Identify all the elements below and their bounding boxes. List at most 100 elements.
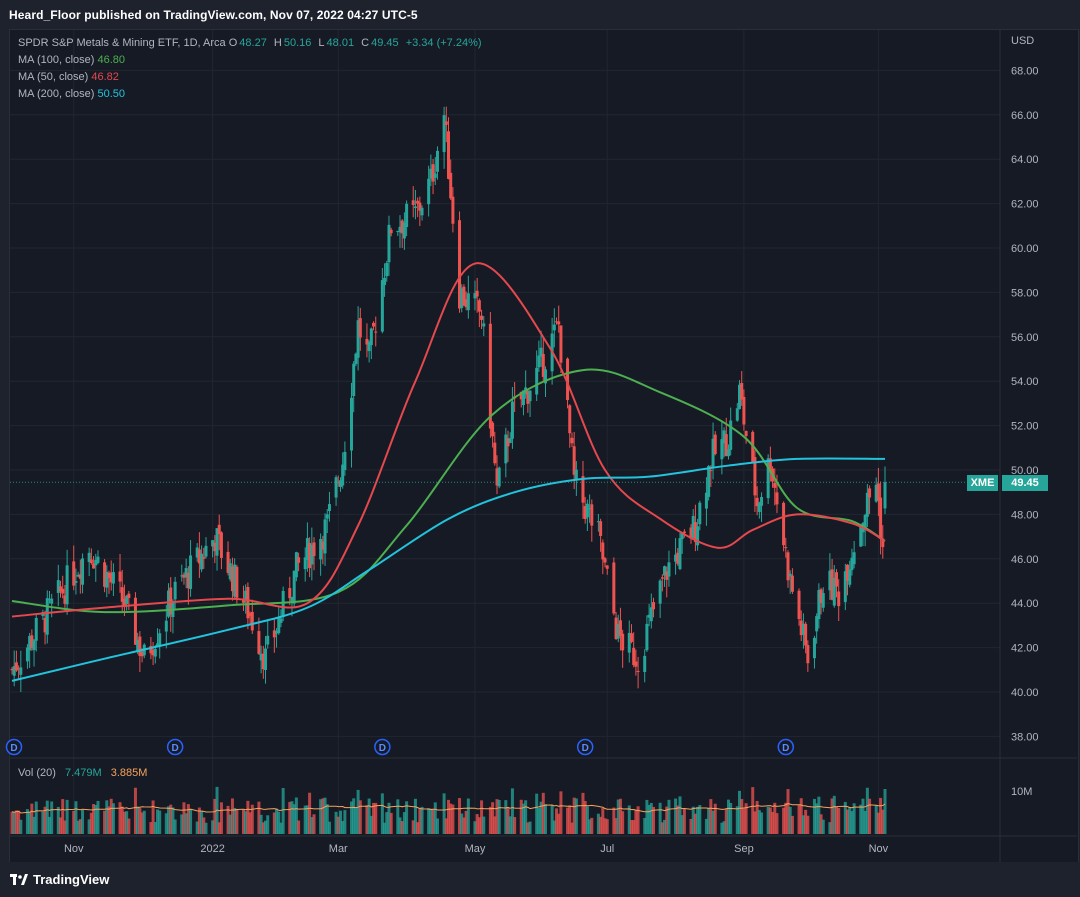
candle-body[interactable] [707, 465, 711, 497]
candle-body[interactable] [835, 572, 838, 587]
volume-legend[interactable]: Vol (20) 7.479M 3.885M [18, 767, 147, 779]
candle-body[interactable] [266, 635, 270, 645]
candle-body[interactable] [724, 434, 728, 457]
candle-body[interactable] [400, 220, 404, 234]
candle-body[interactable] [634, 661, 638, 667]
candle-body[interactable] [698, 502, 702, 525]
candle-body[interactable] [632, 647, 636, 666]
candle-body[interactable] [12, 666, 16, 676]
candle-body[interactable] [583, 506, 587, 519]
candle-body[interactable] [588, 508, 592, 510]
candle-body[interactable] [28, 635, 32, 651]
candle-body[interactable] [189, 555, 193, 589]
candle-body[interactable] [356, 320, 360, 358]
candle-body[interactable] [735, 408, 739, 421]
candle-body[interactable] [629, 633, 633, 642]
candle-body[interactable] [350, 397, 353, 451]
candle-body[interactable] [449, 172, 453, 199]
candle-body[interactable] [806, 645, 810, 664]
candle-body[interactable] [323, 519, 327, 554]
candle-body[interactable] [50, 598, 54, 604]
candle-body[interactable] [464, 299, 468, 308]
candle-body[interactable] [435, 150, 439, 172]
candle-body[interactable] [599, 521, 603, 536]
candle-body[interactable] [753, 457, 757, 496]
candle-body[interactable] [876, 483, 880, 501]
candle-body[interactable] [74, 581, 78, 583]
dividend-marker-icon[interactable] [166, 738, 184, 756]
candle-body[interactable] [874, 484, 878, 502]
candle-body[interactable] [186, 572, 190, 589]
candle-body[interactable] [164, 620, 168, 632]
candle-body[interactable] [740, 383, 744, 400]
candle-body[interactable] [297, 557, 301, 563]
ma50-line[interactable] [11, 262, 886, 618]
candle-body[interactable] [277, 617, 281, 634]
candle-body[interactable] [742, 396, 746, 425]
candle-body[interactable] [526, 391, 530, 404]
candle-body[interactable] [649, 607, 653, 622]
candle-body[interactable] [643, 655, 647, 673]
candle-body[interactable] [790, 575, 794, 592]
candle-body[interactable] [508, 438, 512, 443]
candle-body[interactable] [374, 331, 378, 333]
candle-body[interactable] [59, 586, 62, 592]
candle-body[interactable] [696, 526, 700, 546]
candle-body[interactable] [627, 632, 631, 653]
candle-body[interactable] [65, 565, 69, 605]
candle-body[interactable] [460, 288, 464, 308]
candle-body[interactable] [713, 434, 717, 454]
candle-body[interactable] [241, 600, 245, 603]
candle-body[interactable] [47, 598, 51, 600]
candle-body[interactable] [755, 497, 759, 507]
candle-body[interactable] [605, 565, 609, 569]
candle-body[interactable] [482, 323, 486, 327]
candle-body[interactable] [352, 363, 356, 396]
candle-body[interactable] [832, 577, 836, 606]
candle-body[interactable] [76, 574, 80, 577]
candle-body[interactable] [744, 431, 748, 436]
candle-body[interactable] [336, 481, 340, 483]
candle-body[interactable] [674, 554, 678, 562]
candle-body[interactable] [308, 543, 312, 569]
candle-body[interactable] [466, 293, 470, 311]
candle-body[interactable] [603, 558, 607, 563]
candle-body[interactable] [801, 623, 805, 635]
candle-body[interactable] [843, 571, 847, 603]
candle-body[interactable] [704, 492, 708, 509]
candle-body[interactable] [585, 503, 589, 518]
candle-body[interactable] [125, 595, 129, 605]
candle-body[interactable] [652, 602, 656, 610]
candle-body[interactable] [367, 341, 371, 352]
candle-body[interactable] [528, 390, 532, 402]
candle-body[interactable] [559, 325, 563, 363]
candle-body[interactable] [17, 668, 21, 670]
candle-body[interactable] [211, 540, 215, 547]
candle-body[interactable] [566, 358, 570, 401]
candle-body[interactable] [228, 563, 232, 580]
candle-body[interactable] [279, 618, 283, 623]
candle-body[interactable] [250, 611, 254, 631]
candle-body[interactable] [200, 553, 204, 570]
candle-body[interactable] [797, 590, 801, 620]
candle-body[interactable] [10, 668, 14, 671]
candle-body[interactable] [275, 631, 279, 634]
candle-body[interactable] [233, 564, 237, 597]
candle-body[interactable] [711, 438, 715, 468]
chart-frame[interactable] [9, 29, 1079, 864]
candle-body[interactable] [358, 318, 362, 338]
candle-body[interactable] [87, 552, 91, 563]
candle-body[interactable] [202, 557, 206, 559]
candle-body[interactable] [380, 280, 384, 332]
candle-body[interactable] [447, 131, 450, 179]
candle-body[interactable] [846, 564, 850, 581]
candle-body[interactable] [118, 571, 122, 582]
candle-body[interactable] [120, 587, 124, 602]
candle-body[interactable] [729, 420, 733, 450]
candle-body[interactable] [658, 580, 662, 604]
candle-body[interactable] [815, 616, 819, 632]
tradingview-logo[interactable]: TradingView [10, 872, 109, 887]
candle-body[interactable] [865, 492, 869, 517]
ma200-line[interactable] [11, 457, 886, 682]
candle-body[interactable] [775, 492, 779, 505]
